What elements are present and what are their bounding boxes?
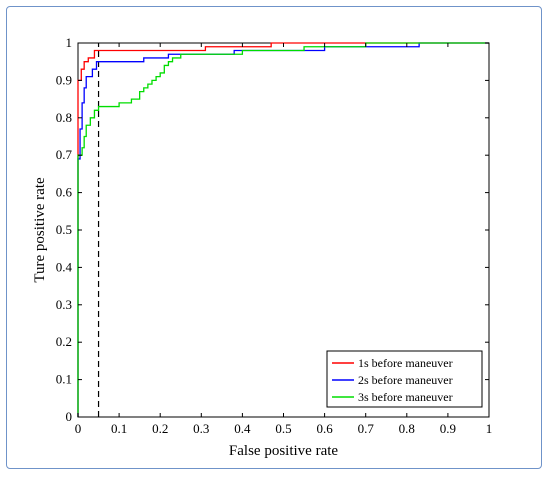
y-ticks: 0 0.1 0.2 0.3 0.4 0.5 0.6 0.7 0.8 0.9 1: [56, 35, 489, 424]
x-tick-label: 0.3: [193, 421, 209, 436]
legend-label-3: 3s before maneuver: [358, 390, 453, 404]
y-tick-label: 0.4: [56, 259, 73, 274]
x-tick-label: 0: [75, 421, 82, 436]
x-tick-label: 1: [486, 421, 493, 436]
series-line-3: [77, 42, 489, 417]
y-tick-label: 0: [66, 409, 73, 424]
y-tick-label: 0.8: [56, 110, 72, 125]
series-line-1: [77, 42, 489, 417]
legend-label-2: 2s before maneuver: [358, 373, 453, 387]
y-tick-label: 0.1: [56, 372, 72, 387]
y-tick-label: 0.7: [56, 147, 73, 162]
y-axis-label: Ture positive rate: [32, 177, 48, 283]
x-ticks: 0 0.1 0.2 0.3 0.4 0.5 0.6 0.7 0.8 0.9 1: [75, 43, 493, 436]
y-tick-label: 0.5: [56, 222, 72, 237]
x-tick-label: 0.4: [234, 421, 251, 436]
series-line-2: [77, 42, 489, 417]
legend-label-1: 1s before maneuver: [358, 356, 453, 370]
x-tick-label: 0.9: [440, 421, 456, 436]
y-tick-label: 0.3: [56, 297, 72, 312]
series-layer: [77, 42, 489, 417]
y-tick-label: 0.9: [56, 72, 72, 87]
x-tick-label: 0.8: [399, 421, 415, 436]
x-tick-label: 0.2: [152, 421, 168, 436]
x-tick-label: 0.5: [275, 421, 291, 436]
x-tick-label: 0.1: [111, 421, 127, 436]
legend: 1s before maneuver 2s before maneuver 3s b…: [326, 350, 483, 408]
x-tick-label: 0.6: [316, 421, 333, 436]
y-tick-label: 0.2: [56, 334, 72, 349]
y-tick-label: 1: [66, 35, 73, 50]
x-tick-label: 0.7: [358, 421, 375, 436]
y-tick-label: 0.6: [56, 185, 73, 200]
x-axis-label: False positive rate: [229, 443, 338, 459]
